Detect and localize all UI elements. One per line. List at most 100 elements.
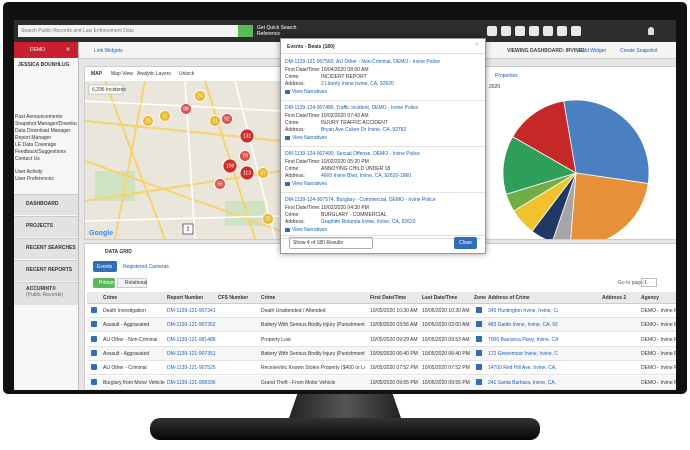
- grid-cell[interactable]: 14700 Red Hill Ave, Irvine, CA, 92606: [488, 365, 558, 372]
- menu-item[interactable]: Snapshot Manager/Downloads: [15, 121, 77, 127]
- event-title[interactable]: DM-1139-124-907486, Traffic Incident, DE…: [285, 105, 419, 111]
- create-snapshot[interactable]: Create Snapshot: [620, 48, 658, 54]
- menu-item[interactable]: Feedback/Suggestions: [15, 149, 66, 155]
- accurint[interactable]: ACCURINT®: [26, 286, 56, 292]
- zone-icon[interactable]: [476, 349, 482, 356]
- menu-item[interactable]: User Preferences: [15, 176, 54, 182]
- zone-icon[interactable]: [476, 307, 482, 313]
- grid-cell[interactable]: DM-1139-121-907351: [167, 350, 216, 357]
- grid-cell: 10/05/2020 07:52 PM: [370, 365, 418, 372]
- row-checkbox[interactable]: [91, 349, 97, 356]
- field-value[interactable]: 2 Liberty Irvine Irvine, CA, 92620: [321, 81, 394, 87]
- menu-item[interactable]: User Activity: [15, 169, 43, 175]
- pie-slice: [570, 172, 649, 239]
- toolbar-icon[interactable]: [501, 26, 511, 36]
- zone-icon[interactable]: [476, 335, 482, 342]
- field-value[interactable]: Graphite Rotunda Irvine, Irvine, CA, 926…: [321, 219, 416, 225]
- menu-item[interactable]: Contact Us: [15, 156, 40, 162]
- grid-cell: 10/05/2020 09:55 PM: [370, 379, 418, 386]
- close-button[interactable]: Close: [454, 237, 477, 249]
- narrative-icon: [285, 90, 290, 94]
- grid-cell[interactable]: DM-1139-121-908336: [167, 379, 216, 386]
- search-box[interactable]: Search Public Records and Law Enforcemen…: [18, 25, 238, 37]
- menu-item[interactable]: Data Download Manager: [15, 128, 71, 134]
- cluster-label: 88: [183, 107, 189, 113]
- grid-header: Address 2: [602, 295, 627, 301]
- zone-icon[interactable]: [476, 364, 482, 371]
- row-checkbox[interactable]: [91, 335, 97, 342]
- pie-chart: [502, 99, 650, 239]
- view-narratives[interactable]: View Narratives: [292, 89, 327, 95]
- event-title[interactable]: DM-1139-124-907574, Burglary - Commercia…: [285, 197, 436, 203]
- modal-title: Events - Beats (180): [287, 44, 335, 50]
- map[interactable]: 25 11 88 24 31 92 131 79 113 37 108 56 20 2 6,296 Inci…: [85, 81, 281, 239]
- map-cluster: [142, 115, 154, 127]
- map-tab[interactable]: Analytic Layers: [137, 71, 171, 77]
- menu-item[interactable]: Report Manager: [15, 135, 52, 141]
- toolbar-icon[interactable]: [487, 26, 497, 36]
- field-label: Address:: [285, 173, 305, 179]
- toolbar-icon[interactable]: [529, 26, 539, 36]
- modal-close-x[interactable]: ×: [475, 42, 479, 48]
- grid-cell[interactable]: 345 Huntington Irvine, Irvine, CA, 92604: [488, 308, 558, 314]
- field-label: First Date/Time:: [285, 159, 321, 165]
- field-value[interactable]: Bryan Ave Culver Dr Irvine, CA, 92782: [321, 127, 407, 133]
- street: [234, 81, 276, 239]
- row-checkbox[interactable]: [91, 364, 97, 371]
- map-cluster: [182, 223, 194, 235]
- grid-cell: 10/05/2020 09:29 AM: [370, 336, 418, 343]
- add-widget[interactable]: Add Widget: [580, 48, 606, 54]
- org-name[interactable]: DEMO: [30, 47, 45, 53]
- toolbar-icon[interactable]: [543, 26, 553, 36]
- grid-cell[interactable]: DM-1139-121-907352: [167, 322, 216, 329]
- grid-cell[interactable]: DM-1139-121-981488: [167, 336, 216, 343]
- grid-cell[interactable]: 172 Greenmoor Irvine, Irvine, CA, 92614: [488, 350, 558, 357]
- section[interactable]: DASHBOARD: [26, 201, 59, 207]
- grid-cell[interactable]: 7000 Barranca Pkwy, Irvine, CA, 92618: [488, 336, 558, 343]
- view-narratives[interactable]: View Narratives: [292, 227, 327, 233]
- map-tab[interactable]: Map View: [111, 71, 133, 77]
- toolbar-icon[interactable]: [571, 26, 581, 36]
- road: [114, 81, 146, 239]
- goto-page[interactable]: 1: [641, 278, 657, 287]
- grid-cell[interactable]: DM-1139-121-907341: [167, 308, 216, 314]
- zone-icon[interactable]: [476, 321, 482, 328]
- grid-button[interactable]: Relational: [125, 280, 148, 286]
- view-narratives[interactable]: View Narratives: [292, 135, 327, 141]
- row-checkbox[interactable]: [91, 378, 97, 385]
- view-narratives[interactable]: View Narratives: [292, 181, 327, 187]
- grid-cell: DEMO - Irvine Police: [641, 365, 676, 372]
- grid-cell: AU Other - Criminal: [103, 365, 147, 372]
- grid-cell[interactable]: DM-1139-121-907525: [167, 365, 216, 372]
- toolbar-icon[interactable]: [515, 26, 525, 36]
- cluster-label: 11: [162, 114, 167, 120]
- grid-tab[interactable]: Registered Cameras: [123, 264, 169, 270]
- grid-cell[interactable]: 483 Gatito Irvine, Irvine, CA, 92614: [488, 322, 558, 329]
- bell-icon[interactable]: [648, 27, 654, 35]
- grid-cell[interactable]: 241 Santa Barbara, Irvine, CA, 92606: [488, 379, 558, 386]
- user-name[interactable]: JESSICA BOUNHLUG: [18, 62, 70, 68]
- event-title[interactable]: DM-1139-124-907490, Sexual Offense, DEMO…: [285, 151, 420, 157]
- grid-header: First Date/Time: [370, 295, 407, 301]
- properties-tab[interactable]: Properties: [495, 73, 518, 79]
- event-title[interactable]: DM-1139-121-907560, AU Other - Non-Crimi…: [285, 59, 440, 65]
- quick-ref[interactable]: Get Quick Search Reference: [257, 25, 297, 37]
- grid-cell: 10/05/2020 06:40 PM: [422, 350, 470, 357]
- section[interactable]: RECENT SEARCHES: [26, 245, 76, 251]
- section[interactable]: PROJECTS: [26, 223, 53, 229]
- menu-item[interactable]: Past Announcements: [15, 114, 63, 120]
- toolbar-icon[interactable]: [557, 26, 567, 36]
- map-tab[interactable]: Unlock: [179, 71, 195, 77]
- search-button[interactable]: [238, 25, 253, 37]
- menu-item[interactable]: LE Data Coverage: [15, 142, 57, 148]
- field-value: INCIDENT REPORT: [321, 74, 367, 80]
- zone-icon[interactable]: [476, 378, 482, 385]
- section[interactable]: RECENT REPORTS: [26, 267, 73, 273]
- grid-tab[interactable]: Events: [97, 264, 113, 270]
- data-grid: DATA GRID Events Registered Cameras Primary…: [84, 243, 676, 390]
- row-checkbox[interactable]: [91, 307, 97, 313]
- link-widgets[interactable]: Link Widgets: [94, 48, 123, 54]
- grid-button[interactable]: Primary: [99, 280, 117, 286]
- row-checkbox[interactable]: [91, 321, 97, 328]
- field-value[interactable]: 4660 Irvine Blvd, Irvine, CA, 92620-1960: [321, 173, 412, 179]
